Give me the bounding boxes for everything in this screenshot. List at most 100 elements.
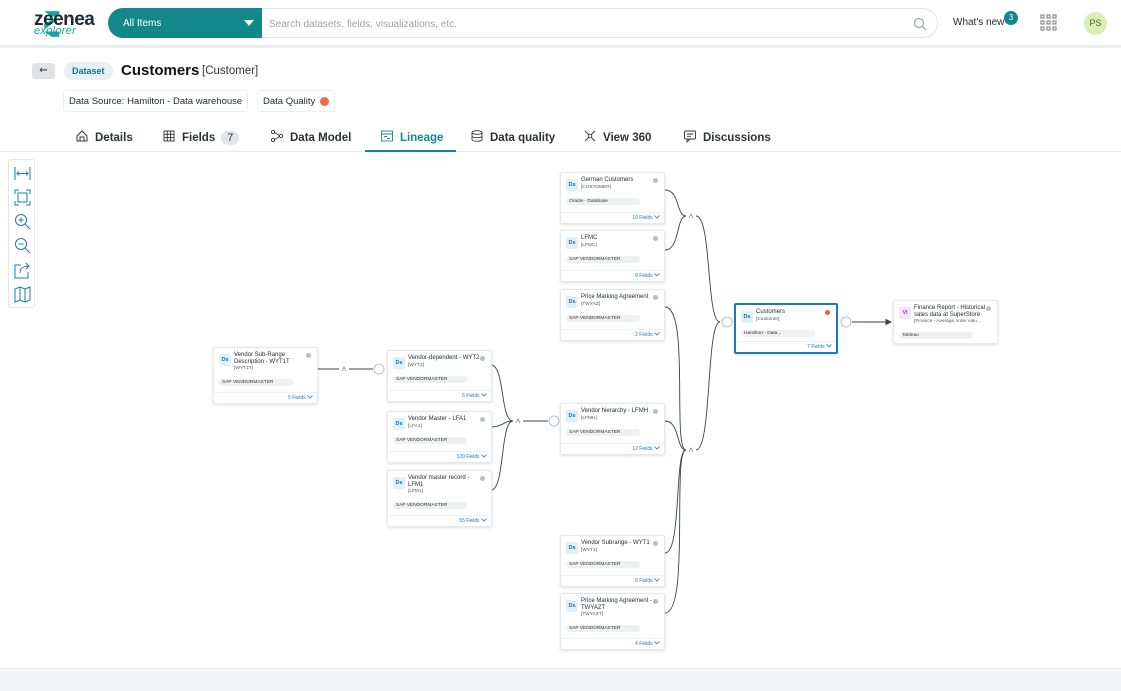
search-box[interactable]: Search datasets, fields, visualizations,… xyxy=(262,8,938,38)
edge xyxy=(664,449,687,554)
chevron xyxy=(654,273,660,277)
fit-screen[interactable] xyxy=(14,189,31,206)
chevron xyxy=(481,393,487,397)
lineage-node[interactable]: Ds Customers [Customer] Hamilton - Data... 7… xyxy=(734,303,838,354)
lineage-node[interactable]: Vi Finance Report - Historical sales data… xyxy=(893,300,998,344)
fields-toggle[interactable]: 5 Fields xyxy=(635,578,660,584)
fields-toggle[interactable]: 120 Fields xyxy=(457,454,487,460)
lineage-node[interactable]: Ds Vendor master record - LFM1 [LFM1] SAP V… xyxy=(387,470,492,527)
node-source: SAP VENDORMASTER xyxy=(566,561,640,568)
fields-toggle[interactable]: 7 Fields xyxy=(807,344,832,350)
tab[interactable]: Fields 7 xyxy=(162,122,240,152)
node-name: Finance Report - Historical sales data a… xyxy=(914,305,986,318)
node-source: SAP VENDORMASTER xyxy=(566,256,640,263)
zoom-in[interactable] xyxy=(14,213,31,230)
lineage-node[interactable]: Ds Vendor-dependent - WYT2 [WYT2] SAP VENDO… xyxy=(387,350,492,402)
node-name: Vendor-dependent - WYT2 xyxy=(408,355,480,361)
scope-dropdown[interactable]: All Items xyxy=(108,8,262,38)
tab-label: Data Model xyxy=(290,132,352,144)
edge xyxy=(490,420,514,491)
node-source: Tableau xyxy=(899,332,973,339)
export[interactable] xyxy=(14,262,31,279)
node-name: Vendor hierarchy - LFMH xyxy=(581,408,649,414)
edge xyxy=(490,364,514,422)
status-dot xyxy=(306,353,311,358)
connector[interactable] xyxy=(721,316,733,328)
process-glyph xyxy=(688,213,694,219)
node-code: [TWYAZ] xyxy=(581,302,601,307)
fields-toggle[interactable]: 6 Fields xyxy=(462,393,487,399)
process-glyph xyxy=(688,447,694,453)
user-avatar[interactable]: PS xyxy=(1084,12,1107,35)
fields-toggle[interactable]: 4 Fields xyxy=(635,641,660,647)
fields-toggle[interactable]: 12 Fields xyxy=(632,446,660,452)
tab[interactable]: Data Model xyxy=(270,122,351,152)
lineage-node[interactable]: Ds Vendor hierarchy - LFMH [LFMH] SAP VENDO… xyxy=(560,403,665,455)
separator xyxy=(561,443,664,444)
search-icon[interactable] xyxy=(913,17,927,31)
tab-label: Lineage xyxy=(400,132,444,144)
zoom-out[interactable] xyxy=(14,237,31,254)
whats-new[interactable]: What's new xyxy=(953,17,1005,28)
separator xyxy=(388,390,491,391)
lineage-node[interactable]: Ds German Customers [CUSTOMER] Oracle - Dat… xyxy=(560,172,665,224)
lineage-node[interactable]: Ds Price Marking Agreement - TWYAZT [TWYAZ… xyxy=(560,593,665,650)
tab-icon xyxy=(471,130,483,142)
node-type-icon: Ds xyxy=(566,237,578,249)
chevron xyxy=(654,332,660,336)
node-type-icon: Ds xyxy=(741,311,753,323)
node-source: SAP VENDORMASTER xyxy=(566,625,640,632)
node-source: SAP VENDORMASTER xyxy=(393,437,467,444)
tab[interactable]: Discussions xyxy=(683,122,771,152)
node-code: [LFM1] xyxy=(408,489,423,494)
lineage-node[interactable]: Ds Vendor Sub-Range Description - WYT1T [W… xyxy=(213,347,318,404)
whats-new-count: 3 xyxy=(1004,11,1018,25)
fields-toggle[interactable]: 55 Fields xyxy=(459,518,487,524)
fit-width[interactable] xyxy=(14,165,31,182)
lineage-node[interactable]: Ds LFMC [LFMC] SAP VENDORMASTER 9 Fields xyxy=(560,230,665,282)
edge xyxy=(664,215,687,251)
node-name: Vendor Subrange - WYT1 xyxy=(581,540,650,546)
tab[interactable]: Data quality xyxy=(470,122,555,152)
dropdown-caret xyxy=(244,20,254,26)
tab[interactable]: Details xyxy=(75,122,133,152)
tab[interactable]: View 360 xyxy=(583,122,651,152)
node-code: [LFMH] xyxy=(581,416,597,421)
fields-toggle[interactable]: 10 Fields xyxy=(632,215,660,221)
tab-label: Fields xyxy=(182,132,216,144)
back-button[interactable]: ⇜ xyxy=(32,63,55,79)
fields-toggle[interactable]: 9 Fields xyxy=(635,273,660,279)
edge xyxy=(695,215,721,323)
item-code: [Customer] xyxy=(202,65,259,77)
lineage-node[interactable]: Ds Vendor Master - LFA1 [LFA1] SAP VENDORMA… xyxy=(387,411,492,463)
node-code: [TWYAZT] xyxy=(581,612,604,617)
tab[interactable]: Lineage xyxy=(365,122,456,152)
connector[interactable] xyxy=(373,363,385,375)
lineage-node[interactable]: Ds Vendor Subrange - WYT1 [WYT1] SAP VENDOR… xyxy=(560,535,665,587)
edge xyxy=(490,420,514,428)
fields-toggle[interactable]: 5 Fields xyxy=(288,395,313,401)
node-code: [LFA1] xyxy=(408,424,422,429)
fields-toggle[interactable]: 2 Fields xyxy=(635,332,660,338)
lineage-node[interactable]: Ds Price Marking Agreement [TWYAZ] SAP VEND… xyxy=(560,289,665,341)
connector[interactable] xyxy=(840,316,852,328)
node-type-icon: Ds xyxy=(393,477,405,489)
lineage-graph xyxy=(318,189,893,614)
separator xyxy=(388,515,491,516)
connector[interactable] xyxy=(548,415,560,427)
data-source-chip[interactable]: Data Source: Hamilton - Data warehouse xyxy=(63,90,249,112)
data-quality-chip[interactable]: Data Quality xyxy=(257,90,336,112)
minimap[interactable] xyxy=(14,286,31,303)
node-code: [Customer] xyxy=(756,317,780,322)
tab-icon xyxy=(684,130,696,144)
status-dot xyxy=(480,417,485,422)
tab-icon xyxy=(76,130,88,142)
edge xyxy=(695,321,721,451)
tab-count: 7 xyxy=(221,131,240,145)
node-source: SAP VENDORMASTER xyxy=(219,379,293,386)
item-title: Customers xyxy=(121,62,200,79)
status-dot xyxy=(653,599,658,604)
edge xyxy=(664,449,687,614)
apps-menu[interactable] xyxy=(1040,14,1057,31)
